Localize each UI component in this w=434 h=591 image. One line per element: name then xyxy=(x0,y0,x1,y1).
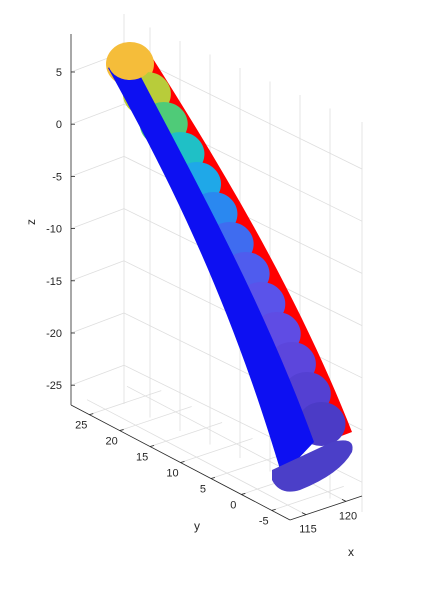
grid-line xyxy=(89,390,162,415)
y-tick-mark xyxy=(271,509,276,511)
grid-line xyxy=(70,103,125,125)
x-tick-mark xyxy=(301,512,307,516)
x-tick-label: 120 xyxy=(339,510,357,522)
y-axis-label: y xyxy=(194,519,200,533)
grid-line xyxy=(70,260,125,282)
grid-line xyxy=(123,51,363,170)
y-tick-mark xyxy=(89,413,94,415)
y-tick-label: 15 xyxy=(136,452,148,464)
bottom-cap xyxy=(272,440,353,492)
grid-line xyxy=(271,486,344,511)
grid-line xyxy=(86,399,307,516)
x-tick-labels: 115 120 xyxy=(299,498,357,536)
y-tick-mark xyxy=(241,493,246,495)
grid-line xyxy=(119,406,192,431)
x-axis-line xyxy=(289,495,363,521)
z-tick-label: -10 xyxy=(46,224,62,236)
y-tick-label: 20 xyxy=(106,436,118,448)
grid-line xyxy=(210,454,284,479)
z-tick-labels: 5 0 -5 -10 -15 -20 -25 xyxy=(46,67,75,392)
y-tick-label: 5 xyxy=(200,483,206,495)
y-tick-label: 0 xyxy=(230,499,236,511)
grid-line xyxy=(180,438,253,463)
grid-line xyxy=(70,364,125,386)
y-tick-mark xyxy=(149,445,155,447)
z-tick-label: -5 xyxy=(52,171,62,183)
x-axis-label: x xyxy=(348,545,354,559)
y-tick-label: -5 xyxy=(259,515,269,527)
z-tick-label: -15 xyxy=(46,276,62,288)
grid-line xyxy=(70,156,125,177)
side-face xyxy=(108,56,314,476)
y-tick-mark xyxy=(210,477,216,479)
grid-line xyxy=(70,312,125,334)
tube-body xyxy=(106,42,353,492)
y-tick-label: 10 xyxy=(166,468,178,480)
y-tick-mark xyxy=(180,461,185,463)
x-tick-mark xyxy=(341,498,347,502)
y-tick-mark xyxy=(119,429,124,431)
y-tick-labels: -5 0 5 10 15 20 25 xyxy=(75,413,276,527)
grid-line xyxy=(70,208,125,229)
z-tick-label: -20 xyxy=(46,328,62,340)
z-tick-label: 0 xyxy=(56,119,62,131)
y-tick-label: 25 xyxy=(75,420,87,432)
z-axis-label: z xyxy=(24,219,38,225)
x-tick-label: 115 xyxy=(299,524,317,536)
z-tick-label: 5 xyxy=(56,67,62,79)
grid-line xyxy=(149,422,223,447)
z-tick-label: -25 xyxy=(46,380,62,392)
top-cap xyxy=(108,44,152,80)
